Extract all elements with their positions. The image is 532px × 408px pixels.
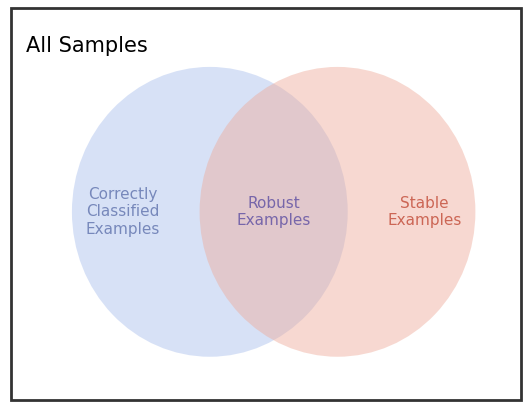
Text: Robust
Examples: Robust Examples: [236, 195, 311, 228]
Ellipse shape: [200, 67, 476, 357]
Text: Correctly
Classified
Examples: Correctly Classified Examples: [86, 187, 160, 237]
Text: Stable
Examples: Stable Examples: [387, 195, 462, 228]
Ellipse shape: [72, 67, 348, 357]
Text: All Samples: All Samples: [26, 35, 148, 55]
